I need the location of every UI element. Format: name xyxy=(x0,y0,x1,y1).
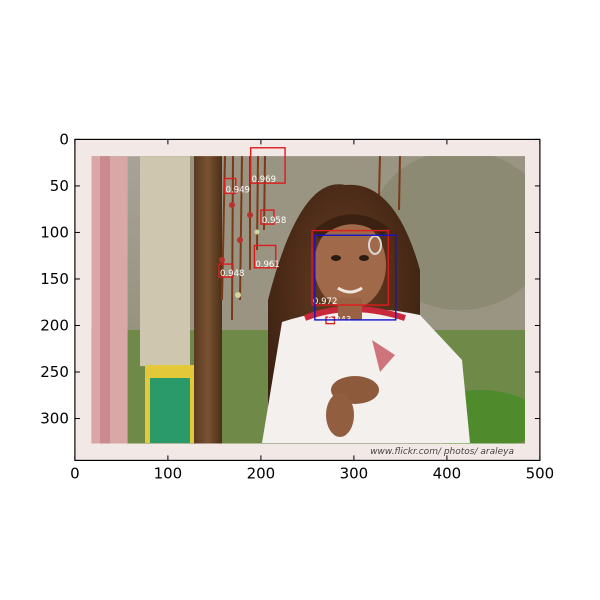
y-tick-label: 50 xyxy=(50,177,69,195)
detection-score-label: 0.949 xyxy=(226,185,250,195)
photo-credit: www.flickr.com/ photos/ araleya xyxy=(370,447,514,457)
detection-box xyxy=(249,147,286,184)
y-tick-label: 250 xyxy=(40,363,69,381)
detection-score-label: 0.972 xyxy=(313,297,337,307)
y-tick-label: 0 xyxy=(59,130,69,148)
detection-box xyxy=(253,244,277,269)
detection-score-label: 0.943 xyxy=(327,316,351,326)
detection-box xyxy=(311,229,390,306)
y-tick-label: 150 xyxy=(40,270,69,288)
detection-score-label: 0.948 xyxy=(220,269,244,279)
detection-score-label: 0.969 xyxy=(252,175,276,185)
x-tick-label: 0 xyxy=(70,464,80,482)
x-tick-label: 500 xyxy=(526,464,555,482)
detection-box xyxy=(223,177,237,195)
x-tick-label: 400 xyxy=(433,464,462,482)
detection-box xyxy=(260,209,275,225)
y-tick-label: 300 xyxy=(40,410,69,428)
photo xyxy=(91,156,525,444)
x-tick-label: 300 xyxy=(340,464,369,482)
x-tick-label: 200 xyxy=(247,464,276,482)
detection-score-label: 0.961 xyxy=(255,260,279,270)
detection-score-label: 0.958 xyxy=(262,216,286,226)
axis-ticks: 0 100 200 300 400 500 0 50 100 150 200 250 300 xyxy=(40,130,554,482)
detection-box xyxy=(218,263,234,278)
axes-frame xyxy=(74,138,541,461)
y-tick-label: 100 xyxy=(40,223,69,241)
detection-box xyxy=(314,234,397,321)
x-tick-label: 100 xyxy=(154,464,183,482)
y-tick-label: 200 xyxy=(40,316,69,334)
